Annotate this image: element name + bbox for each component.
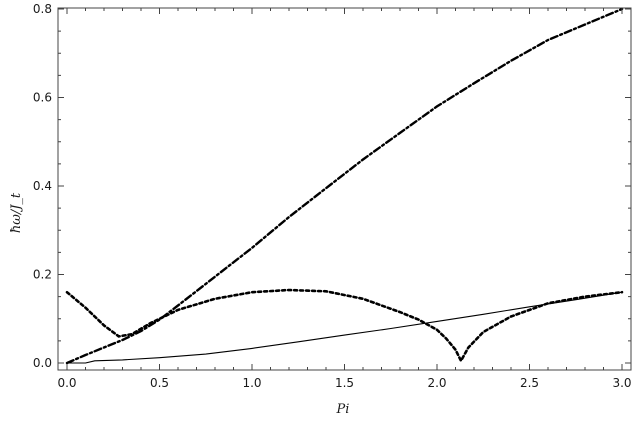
x-tick-label: 1.5 [335, 376, 354, 390]
x-tick-label: 2.0 [427, 376, 446, 390]
y-tick-label: 0.8 [33, 2, 52, 16]
x-tick-label: 2.5 [520, 376, 539, 390]
x-tick-label: 3.0 [612, 376, 631, 390]
y-tick-label: 0.6 [33, 91, 52, 105]
series-line-solid [66, 291, 623, 364]
y-axis-label: ħω/J_t [9, 192, 24, 233]
x-tick-label: 1.0 [242, 376, 261, 390]
series-group [65, 7, 624, 365]
x-tick-label: 0.0 [57, 376, 76, 390]
plot-frame [57, 7, 632, 371]
x-axis-label: Pi [336, 402, 350, 417]
x-tick-label: 0.5 [150, 376, 169, 390]
y-tick-label: 0.4 [33, 179, 52, 193]
plot-frame-rect [57, 7, 632, 371]
series-line-dash-dot [65, 7, 624, 365]
y-tick-label: 0.0 [33, 356, 52, 370]
series-line-dashed [65, 288, 624, 363]
y-tick-label: 0.2 [33, 268, 52, 282]
x-axis-ticks: 0.0 0.5 1.0 1.5 2.0 2.5 3.0 [57, 8, 632, 390]
y-axis-ticks: 0.0 0.2 0.4 0.6 0.8 [33, 2, 631, 370]
